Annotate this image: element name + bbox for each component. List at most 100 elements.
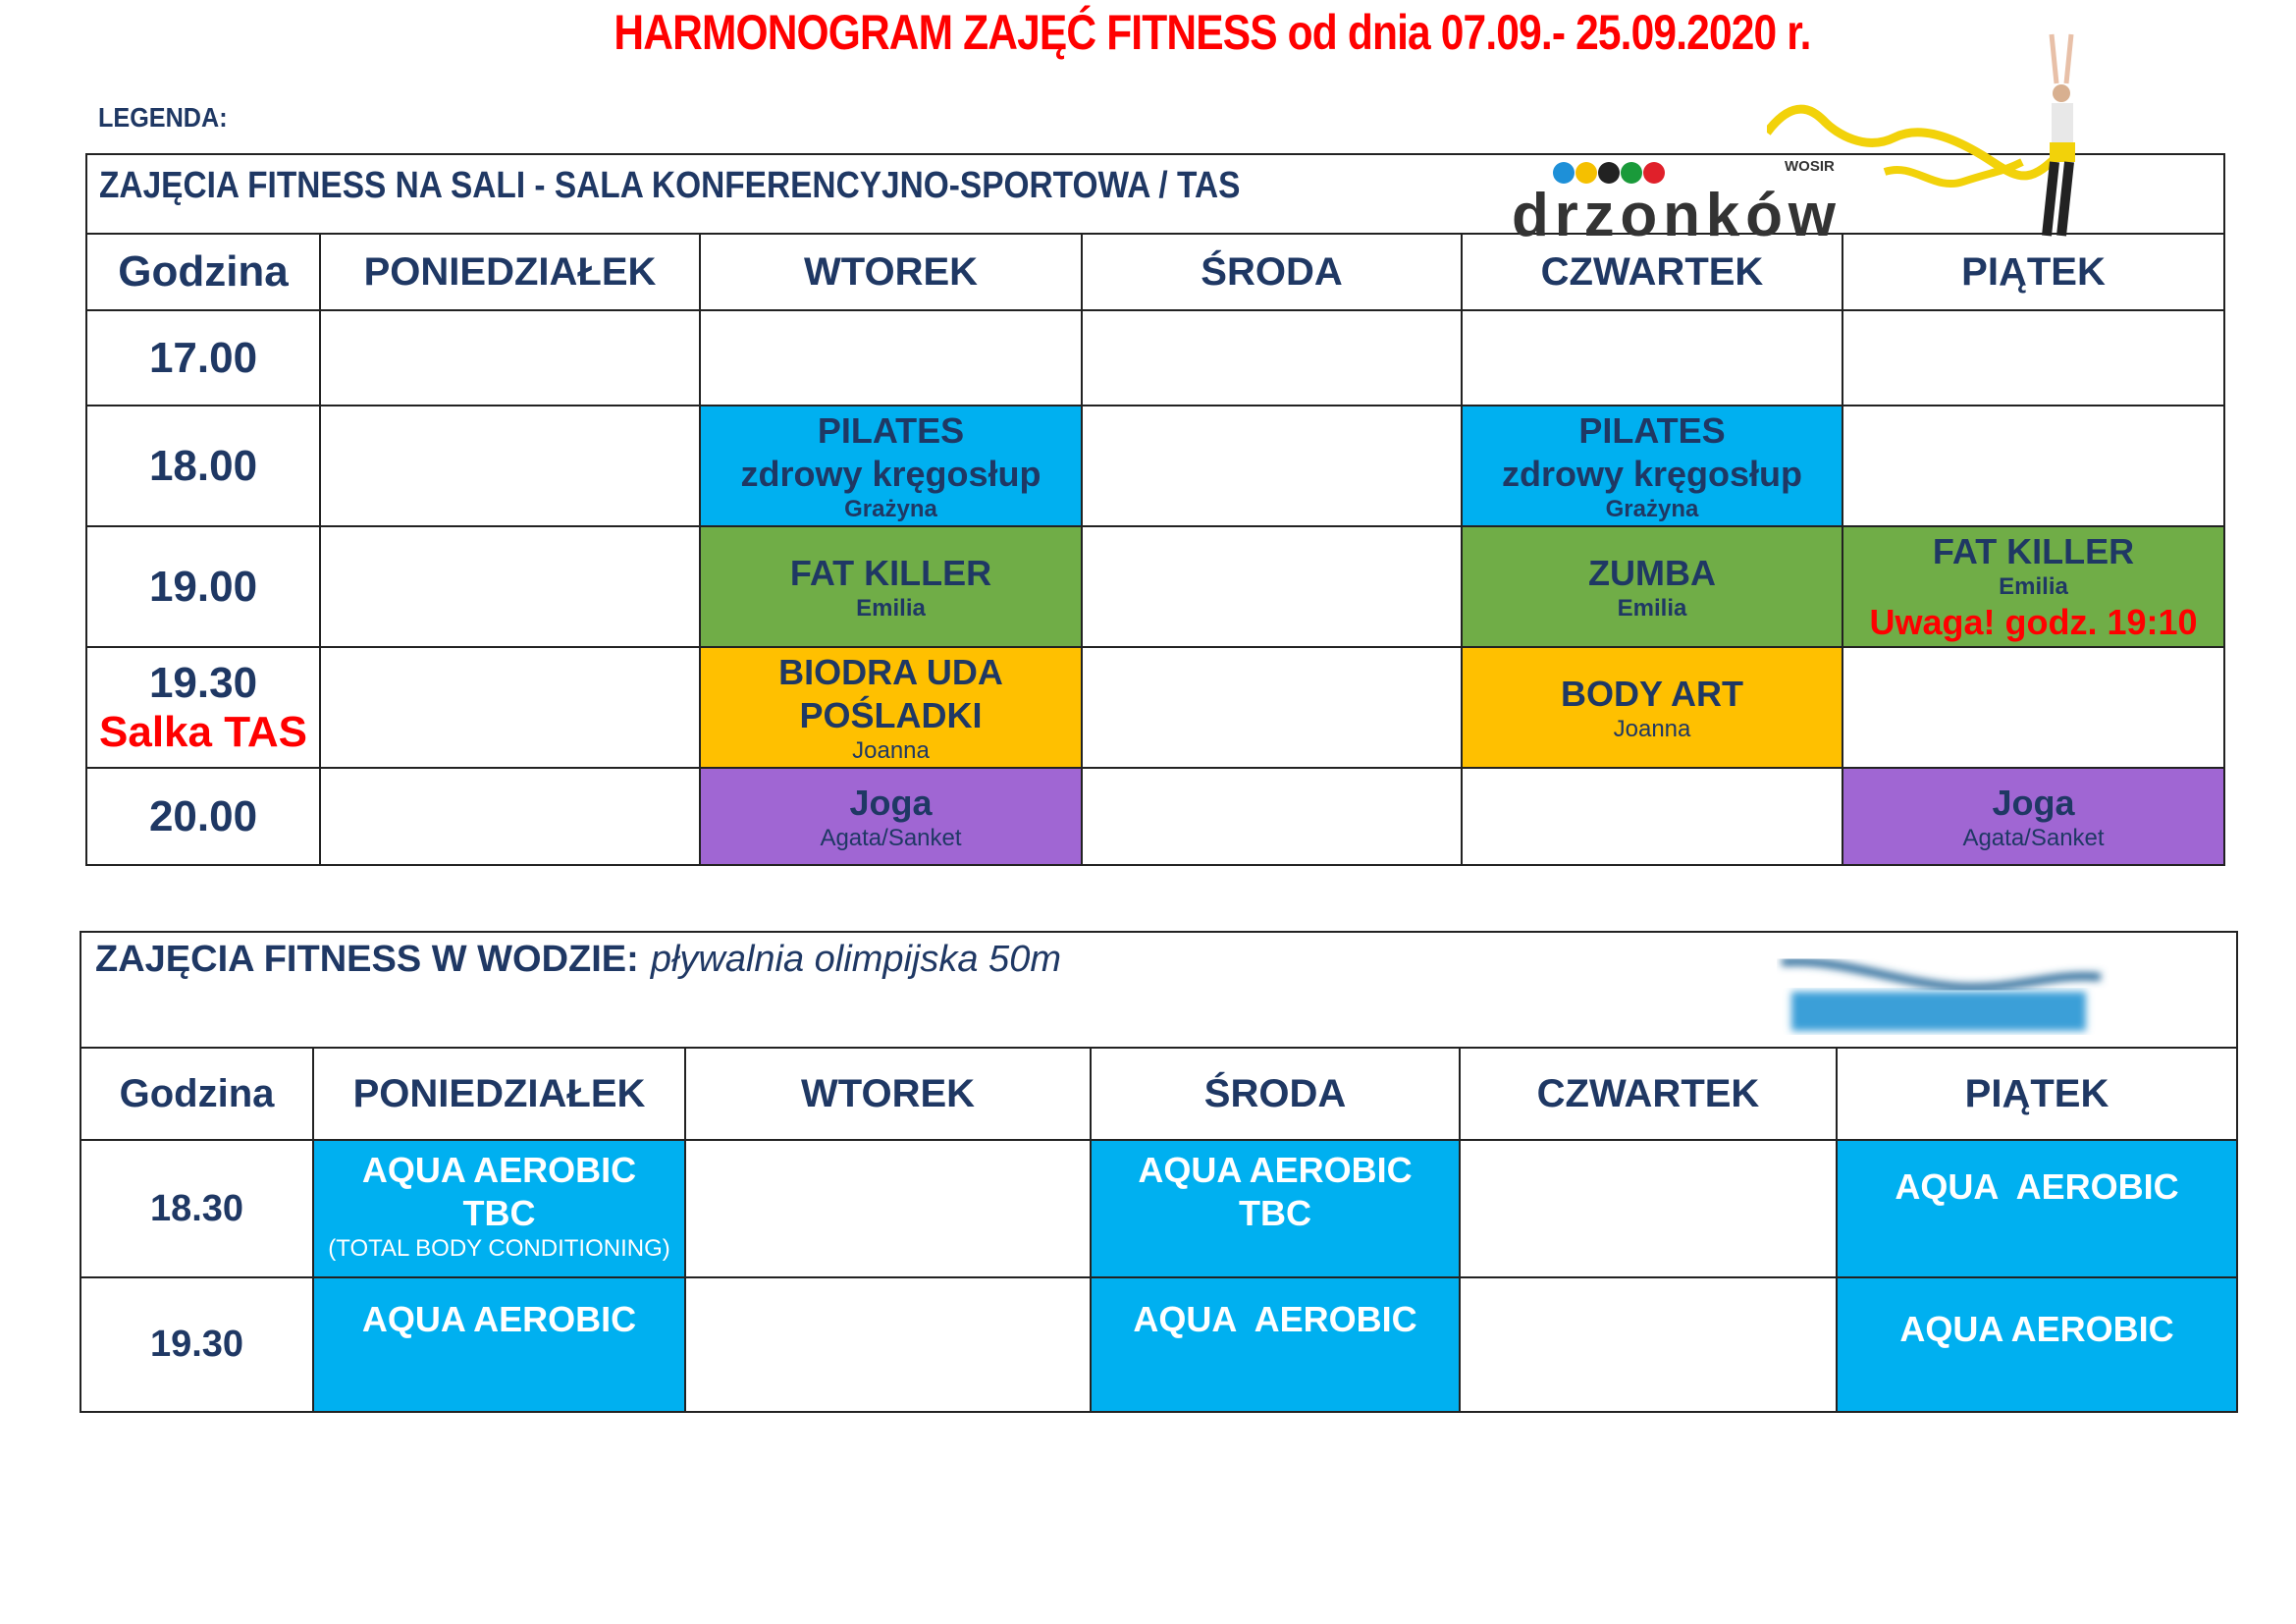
table-row: 17.00 [85, 309, 2226, 406]
instructor: Joanna [852, 736, 930, 764]
class-name: FAT KILLER [789, 552, 992, 593]
class-biodra-tue: BIODRA UDA POŚLADKI Joanna [699, 646, 1083, 769]
class-pilates-tue: PILATES zdrowy kręgosłup Grażyna [699, 405, 1083, 527]
class-name: PILATES [1578, 409, 1726, 451]
empty-cell [684, 1276, 1092, 1413]
time-cell: 18.00 [85, 405, 321, 527]
empty-cell [319, 309, 701, 406]
col-thursday: CZWARTEK [1461, 233, 1843, 311]
col-thursday: CZWARTEK [1459, 1047, 1838, 1141]
table-row: 19.00 FAT KILLER Emilia ZUMBA Emilia FAT K… [85, 525, 2226, 648]
class-name: PILATES [817, 409, 965, 451]
hall-header: ZAJĘCIA FITNESS NA SALI - SALA KONFERENC… [84, 153, 2226, 235]
empty-cell [319, 646, 701, 769]
time-cell: 20.00 [85, 767, 321, 866]
class-name: AQUA AEROBIC [361, 1150, 637, 1190]
instructor: Joanna [1613, 715, 1691, 742]
col-tuesday: WTOREK [684, 1047, 1092, 1141]
dancer-image [1767, 33, 2075, 237]
col-monday: PONIEDZIAŁEK [312, 1047, 686, 1141]
empty-cell [684, 1139, 1092, 1278]
time-cell: 19.30 [80, 1276, 314, 1413]
empty-cell [1841, 309, 2226, 406]
class-aqua-wed: AQUA AEROBIC [1090, 1276, 1461, 1413]
empty-cell [699, 309, 1083, 406]
class-name: Joga [1992, 782, 2075, 823]
class-aqua-mon: AQUA AEROBIC TBC (TOTAL BODY CONDITIONING) [312, 1139, 686, 1278]
class-subtitle: zdrowy kręgosłup [740, 453, 1041, 494]
table-row: 19.30 Salka TAS BIODRA UDA POŚLADKI Joanna … [85, 646, 2226, 769]
empty-cell [1461, 309, 1843, 406]
instructor: Grażyna [1605, 495, 1699, 522]
class-fatkiller-fri: FAT KILLER Emilia Uwaga! godz. 19:10 [1841, 525, 2226, 648]
day-header-row: Godzina PONIEDZIAŁEK WTOREK ŚRODA CZWART… [85, 233, 2226, 311]
time-cell: 19.30 Salka TAS [85, 646, 321, 769]
table-row: 20.00 Joga Agata/Sanket Joga Agata/Sanket [85, 767, 2226, 866]
col-hour: Godzina [85, 233, 321, 311]
empty-cell [1841, 646, 2226, 769]
time-cell: 18.30 [80, 1139, 314, 1278]
instructor: Emilia [1999, 572, 2068, 600]
class-note: (TOTAL BODY CONDITIONING) [328, 1235, 670, 1262]
empty-cell [319, 767, 701, 866]
empty-cell [1081, 525, 1463, 648]
instructor: Agata/Sanket [820, 824, 962, 851]
empty-cell [319, 525, 701, 648]
svg-text:WOSIR: WOSIR [1785, 158, 1835, 175]
class-name: AQUA AEROBIC [1138, 1150, 1413, 1190]
instructor: Grażyna [844, 495, 937, 522]
class-bodyart-thu: BODY ART Joanna [1461, 646, 1843, 769]
class-aqua-fri: AQUA AEROBIC [1835, 1139, 2239, 1278]
class-pilates-thu: PILATES zdrowy kręgosłup Grażyna [1461, 405, 1843, 527]
col-friday: PIĄTEK [1835, 1047, 2239, 1141]
class-name: ZUMBA [1588, 552, 1716, 593]
instructor: Agata/Sanket [1962, 824, 2105, 851]
drzonkow-logo: drzonków WOSIR [1512, 158, 1837, 244]
empty-cell [1459, 1139, 1838, 1278]
col-wednesday: ŚRODA [1081, 233, 1463, 311]
pool-header-text: ZAJĘCIA FITNESS W WODZIE: [95, 939, 639, 980]
class-name: BIODRA UDA [778, 651, 1003, 692]
time-cell: 19.00 [85, 525, 321, 648]
empty-cell [319, 405, 701, 527]
time-change-note: Uwaga! godz. 19:10 [1869, 601, 2198, 642]
class-joga-fri: Joga Agata/Sanket [1841, 767, 2226, 866]
table-row: 18.00 PILATES zdrowy kręgosłup Grażyna PIL… [85, 405, 2226, 527]
class-name: AQUA AEROBIC [1899, 1309, 2174, 1349]
instructor: Emilia [856, 594, 926, 622]
col-wednesday: ŚRODA [1090, 1047, 1461, 1141]
class-fatkiller-tue: FAT KILLER Emilia [699, 525, 1083, 648]
class-zumba-thu: ZUMBA Emilia [1461, 525, 1843, 648]
class-subtitle: TBC [1239, 1193, 1311, 1233]
empty-cell [1081, 405, 1463, 527]
hall-schedule-table: ZAJĘCIA FITNESS NA SALI - SALA KONFERENC… [84, 153, 2226, 866]
empty-cell [1081, 646, 1463, 769]
empty-cell [1459, 1276, 1838, 1413]
class-name: Joga [849, 782, 933, 823]
hall-header-text: ZAJĘCIA FITNESS NA SALI - SALA KONFERENC… [99, 165, 1241, 206]
empty-cell [1081, 309, 1463, 406]
table-row: 18.30 AQUA AEROBIC TBC (TOTAL BODY CONDITI… [80, 1139, 2239, 1278]
class-joga-tue: Joga Agata/Sanket [699, 767, 1083, 866]
pool-schedule-table: ZAJĘCIA FITNESS W WODZIE: pływalnia olimp… [79, 931, 2239, 1413]
empty-cell [1461, 767, 1843, 866]
class-aqua-mon: AQUA AEROBIC [312, 1276, 686, 1413]
class-name: FAT KILLER [1932, 530, 2135, 571]
empty-cell [1081, 767, 1463, 866]
svg-text:drzonków: drzonków [1512, 182, 1837, 244]
class-name-line2: POŚLADKI [799, 694, 983, 735]
class-name: AQUA AEROBIC [1133, 1299, 1417, 1339]
col-hour: Godzina [80, 1047, 314, 1141]
water-image [1781, 957, 2102, 1031]
pool-subheader: pływalnia olimpijska 50m [650, 939, 1061, 980]
class-aqua-fri: AQUA AEROBIC [1835, 1276, 2239, 1413]
class-name: AQUA AEROBIC [361, 1299, 637, 1339]
table-row: 19.30 AQUA AEROBIC AQUA AEROBIC AQUA AER… [80, 1276, 2239, 1413]
class-aqua-wed: AQUA AEROBIC TBC [1090, 1139, 1461, 1278]
time-label: 19.30 [148, 658, 258, 707]
day-header-row: Godzina PONIEDZIAŁEK WTOREK ŚRODA CZWART… [80, 1047, 2239, 1141]
class-subtitle: TBC [462, 1193, 536, 1233]
time-cell: 17.00 [85, 309, 321, 406]
class-name: BODY ART [1560, 673, 1743, 714]
col-tuesday: WTOREK [699, 233, 1083, 311]
